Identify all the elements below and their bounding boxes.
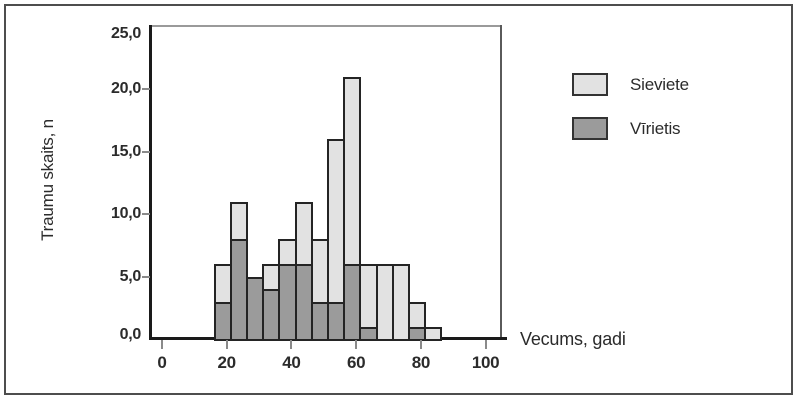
- bar-segment-sieviete-76: [407, 301, 427, 329]
- y-axis-title: Traumu skaits, n: [38, 119, 57, 241]
- y-tick-mark: [142, 275, 150, 278]
- y-tick-mark: [142, 88, 150, 90]
- y-tick-label: 10,0: [111, 205, 141, 222]
- plot-right-frame: [500, 25, 502, 340]
- legend-item-virietis: Vīrietis: [572, 117, 689, 140]
- y-tick-label: 0,0: [119, 326, 142, 343]
- y-axis-line: [149, 25, 152, 340]
- y-tick-mark: [142, 150, 150, 153]
- figure-border: [4, 4, 793, 395]
- y-tick-label: 5,0: [119, 267, 142, 285]
- x-tick-label: 60: [346, 353, 366, 372]
- legend: Sieviete Vīrietis: [572, 73, 689, 161]
- plot-top-frame: [151, 25, 502, 27]
- x-tick-label: 100: [471, 353, 500, 372]
- x-tick-mark: [290, 340, 293, 349]
- y-tick-label: 25,0: [111, 24, 141, 42]
- bar-segment-sieviete-41: [294, 201, 313, 266]
- legend-label-sieviete: Sieviete: [630, 74, 689, 94]
- x-tick-label: 0: [157, 353, 167, 372]
- legend-swatch-sieviete: [572, 73, 608, 96]
- y-tick-label: 15,0: [111, 142, 141, 160]
- legend-item-sieviete: Sieviete: [572, 73, 689, 96]
- x-tick-mark: [160, 340, 163, 349]
- x-tick-label: 40: [282, 353, 301, 372]
- x-tick-mark: [484, 340, 487, 349]
- legend-swatch-virietis: [572, 117, 608, 140]
- x-tick-mark: [225, 340, 228, 349]
- x-axis-title: Vecums, gadi: [520, 329, 626, 349]
- legend-label-virietis: Vīrietis: [630, 118, 681, 138]
- bar-segment-sieviete-21: [229, 201, 249, 241]
- bar-segment-sieviete-81: [424, 326, 443, 341]
- x-tick-mark: [419, 340, 422, 349]
- y-tick-mark: [142, 213, 150, 215]
- y-tick-label: 20,0: [111, 80, 141, 97]
- x-tick-mark: [355, 340, 358, 349]
- x-tick-label: 20: [217, 353, 237, 372]
- bar-segment-sieviete-56: [343, 76, 362, 266]
- x-tick-label: 80: [411, 353, 431, 372]
